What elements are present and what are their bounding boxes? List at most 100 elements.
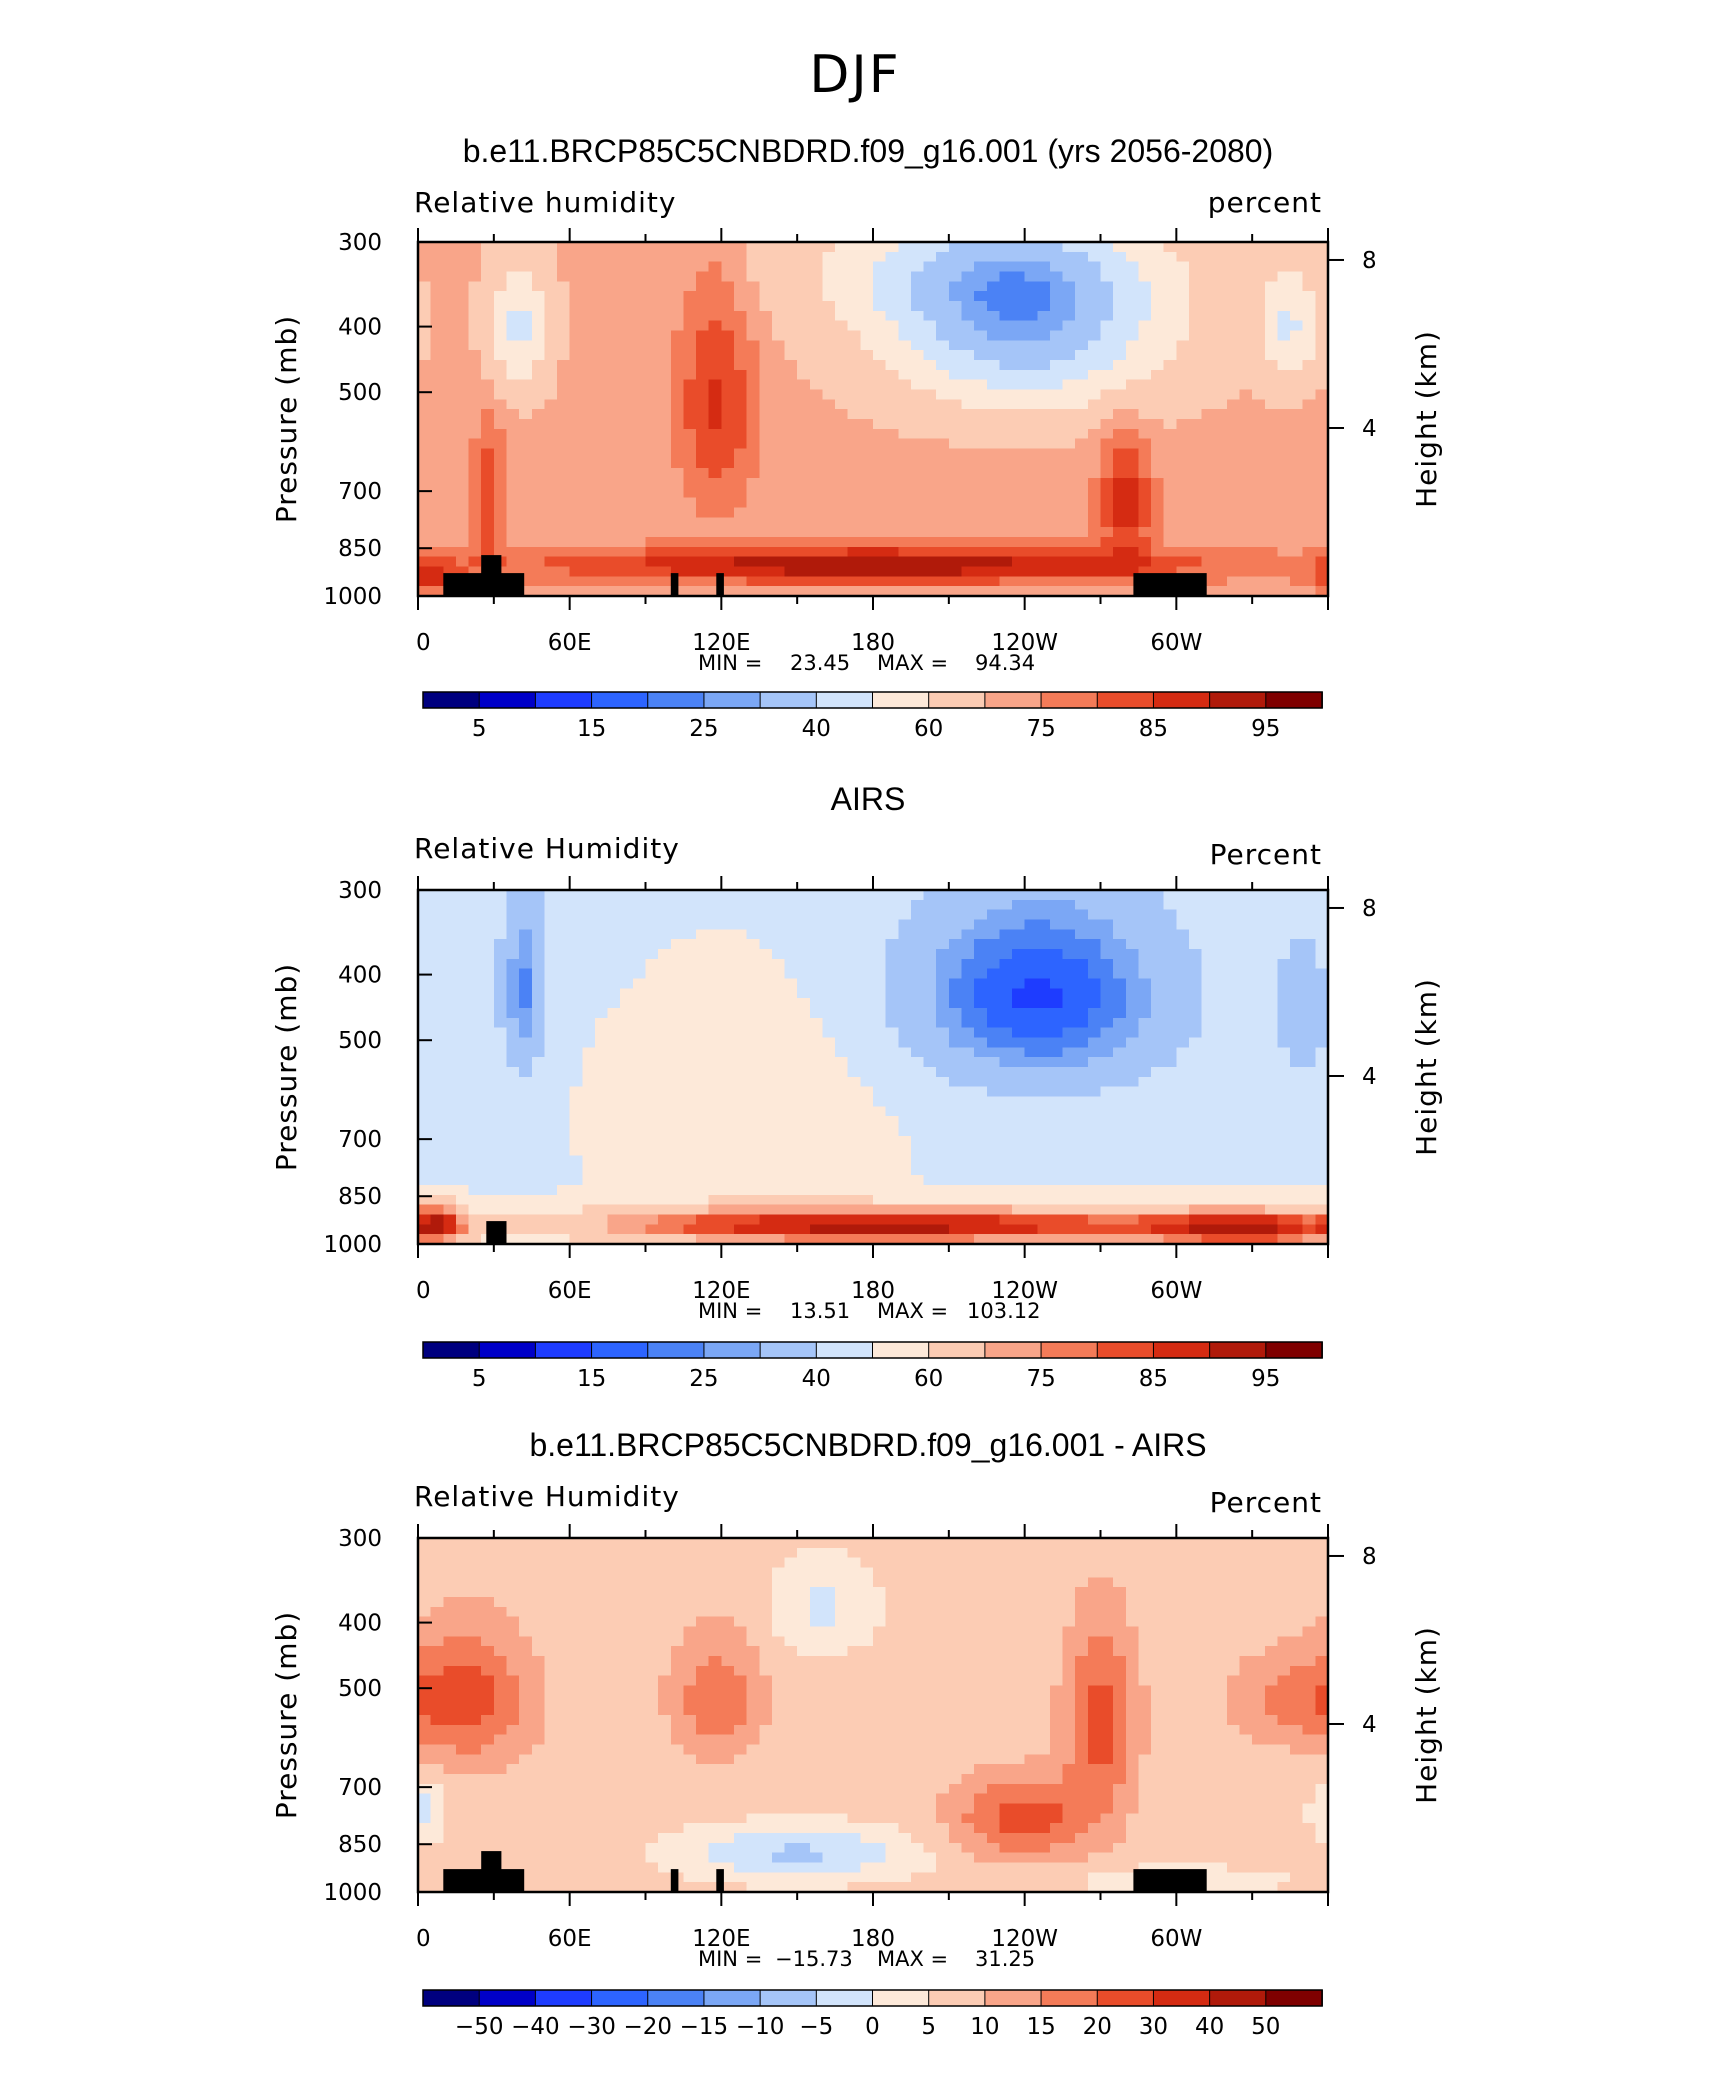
heatmap-cell <box>860 586 874 597</box>
heatmap-cell <box>784 586 798 597</box>
heatmap-cell <box>506 468 520 479</box>
heatmap-cell <box>670 929 685 940</box>
heatmap-cell <box>936 478 950 489</box>
heatmap-cell <box>468 350 482 361</box>
heatmap-cell <box>974 527 988 538</box>
heatmap-cell <box>632 379 647 391</box>
heatmap-cell <box>1087 389 1102 400</box>
heatmap-cell <box>1176 546 1190 558</box>
heatmap-cell <box>418 301 432 312</box>
heatmap-cell <box>670 330 685 341</box>
heatmap-cell <box>1075 968 1089 980</box>
heatmap-cell <box>974 576 988 587</box>
heatmap-cell <box>1264 968 1279 980</box>
heatmap-cell <box>607 301 621 312</box>
heatmap-cell <box>885 1116 899 1127</box>
heatmap-cell <box>936 497 950 509</box>
heatmap-cell <box>1037 251 1051 263</box>
heatmap-cell <box>519 958 533 970</box>
heatmap-cell <box>418 389 432 400</box>
heatmap-cell <box>721 1057 735 1068</box>
heatmap-cell <box>873 566 887 577</box>
heatmap-cell <box>721 958 735 970</box>
heatmap-cell <box>948 281 963 292</box>
heatmap-cell <box>733 586 748 597</box>
heatmap-cell <box>1075 448 1089 459</box>
heatmap-cell <box>1024 909 1038 921</box>
heatmap-cell <box>809 1067 824 1078</box>
heatmap-cell <box>999 929 1013 940</box>
heatmap-cell <box>594 379 609 391</box>
heatmap-cell <box>430 1145 444 1157</box>
heatmap-cell <box>1226 1086 1241 1098</box>
heatmap-cell <box>1214 448 1228 459</box>
heatmap-cell <box>1201 409 1215 420</box>
heatmap-cell <box>1163 978 1177 989</box>
heatmap-cell <box>645 949 659 960</box>
heatmap-cell <box>1302 1185 1316 1196</box>
heatmap-cell <box>430 978 444 989</box>
heatmap-cell <box>835 890 849 901</box>
heatmap-cell <box>607 1086 621 1098</box>
heatmap-cell <box>1315 301 1329 312</box>
heatmap-cell <box>999 998 1013 1009</box>
heatmap-cell <box>481 958 495 970</box>
heatmap-cell <box>519 1027 533 1039</box>
heatmap-cell <box>696 919 710 930</box>
heatmap-cell <box>1037 1017 1051 1029</box>
heatmap-cell <box>746 890 760 901</box>
heatmap-cell <box>835 1076 849 1088</box>
heatmap-cell <box>1315 281 1329 292</box>
heatmap-cell <box>670 968 685 980</box>
heatmap-cell <box>1151 399 1165 410</box>
heatmap-cell <box>1226 1126 1241 1137</box>
heatmap-cell <box>910 1096 925 1107</box>
heatmap-cell <box>1277 281 1291 292</box>
heatmap-cell <box>620 369 634 381</box>
heatmap-cell <box>948 546 963 558</box>
heatmap-cell <box>1062 497 1076 509</box>
heatmap-cell <box>999 958 1013 970</box>
heatmap-cell <box>784 1165 798 1176</box>
heatmap-cell <box>1151 507 1165 518</box>
heatmap-cell <box>733 360 748 371</box>
heatmap-cell <box>986 1135 1000 1147</box>
heatmap-cell <box>1163 1076 1177 1088</box>
heatmap-cell <box>1125 958 1140 970</box>
heatmap-cell <box>481 271 495 282</box>
heatmap-cell <box>1075 899 1089 911</box>
heatmap-cell <box>620 271 634 282</box>
heatmap-cell <box>683 1096 697 1107</box>
heatmap-cell <box>1113 310 1127 322</box>
heatmap-cell <box>771 379 786 391</box>
heatmap-cell <box>1214 1185 1228 1196</box>
heatmap-cell <box>569 1037 583 1048</box>
heatmap-cell <box>658 1155 672 1166</box>
heatmap-cell <box>1264 566 1279 577</box>
heatmap-cell <box>759 949 773 960</box>
heatmap-cell <box>948 1057 963 1068</box>
heatmap-cell <box>1075 419 1089 430</box>
heatmap-cell <box>733 428 748 440</box>
heatmap-cell <box>1290 468 1304 479</box>
heatmap-cell <box>481 1135 495 1147</box>
heatmap-cell <box>797 1037 811 1048</box>
heatmap-cell <box>1290 1076 1304 1088</box>
heatmap-cell <box>531 968 545 980</box>
heatmap-cell <box>746 566 760 577</box>
heatmap-cell <box>1214 369 1228 381</box>
heatmap-cell <box>557 1145 571 1157</box>
heatmap-cell <box>557 497 571 509</box>
heatmap-cell <box>1100 968 1114 980</box>
heatmap-cell <box>1087 1037 1102 1048</box>
heatmap-cell <box>847 310 861 322</box>
heatmap-cell <box>670 281 685 292</box>
heatmap-cell <box>607 350 621 361</box>
heatmap-cell <box>1188 419 1203 430</box>
heatmap-cell <box>733 1106 748 1117</box>
heatmap-cell <box>835 1096 849 1107</box>
heatmap-cell <box>696 419 710 430</box>
heatmap-cell <box>999 389 1013 400</box>
heatmap-cell <box>873 320 887 332</box>
heatmap-cell <box>658 369 672 381</box>
